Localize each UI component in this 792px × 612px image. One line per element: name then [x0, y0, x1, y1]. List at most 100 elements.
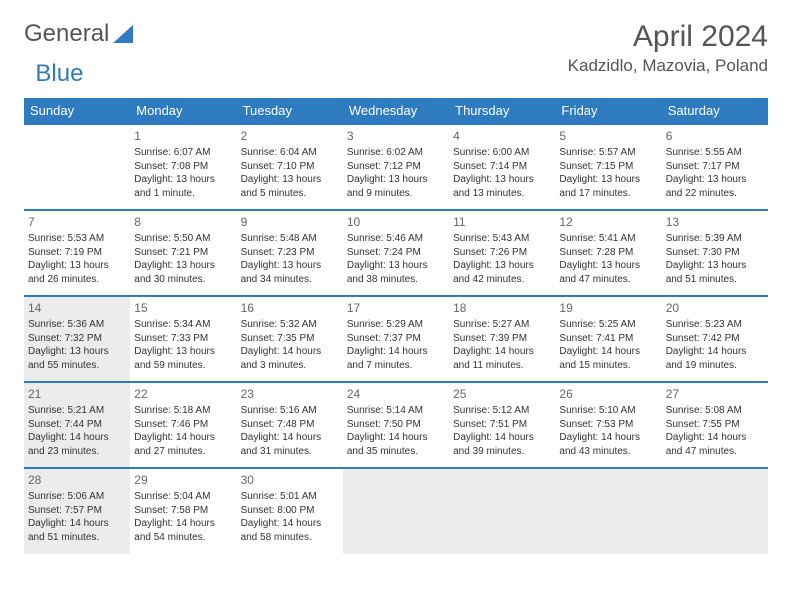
sunrise-text: Sunrise: 5:36 AM — [28, 318, 126, 332]
calendar-day: 3Sunrise: 6:02 AMSunset: 7:12 PMDaylight… — [343, 124, 449, 210]
calendar-day: 2Sunrise: 6:04 AMSunset: 7:10 PMDaylight… — [237, 124, 343, 210]
day-number: 21 — [28, 386, 126, 402]
sunset-text: Sunset: 7:51 PM — [453, 418, 551, 432]
day-header: Friday — [555, 98, 661, 124]
calendar-day: 14Sunrise: 5:36 AMSunset: 7:32 PMDayligh… — [24, 296, 130, 382]
daylight-text: Daylight: 14 hours and 7 minutes. — [347, 345, 445, 372]
calendar-body: 1Sunrise: 6:07 AMSunset: 7:08 PMDaylight… — [24, 124, 768, 554]
day-number: 22 — [134, 386, 232, 402]
day-header-row: SundayMondayTuesdayWednesdayThursdayFrid… — [24, 98, 768, 124]
day-number: 27 — [666, 386, 764, 402]
calendar-empty — [449, 468, 555, 554]
day-number: 6 — [666, 128, 764, 144]
calendar-day: 24Sunrise: 5:14 AMSunset: 7:50 PMDayligh… — [343, 382, 449, 468]
sunrise-text: Sunrise: 6:00 AM — [453, 146, 551, 160]
sunrise-text: Sunrise: 6:07 AM — [134, 146, 232, 160]
calendar-day: 16 Sunrise: 5:32 AMSunset: 7:35 PMDayligh… — [237, 296, 343, 382]
sunrise-text: Sunrise: 5:53 AM — [28, 232, 126, 246]
calendar-day: 13Sunrise: 5:39 AMSunset: 7:30 PMDayligh… — [662, 210, 768, 296]
sunset-text: Sunset: 7:44 PM — [28, 418, 126, 432]
sunrise-text: Sunrise: 6:02 AM — [347, 146, 445, 160]
day-number: 20 — [666, 300, 764, 316]
day-number: 3 — [347, 128, 445, 144]
sunset-text: Sunset: 7:24 PM — [347, 246, 445, 260]
calendar-day: 26Sunrise: 5:10 AMSunset: 7:53 PMDayligh… — [555, 382, 661, 468]
sunset-text: Sunset: 7:33 PM — [134, 332, 232, 346]
sunrise-text: Sunrise: 5:41 AM — [559, 232, 657, 246]
day-number: 4 — [453, 128, 551, 144]
sunset-text: Sunset: 7:57 PM — [28, 504, 126, 518]
calendar-day: 30Sunrise: 5:01 AMSunset: 8:00 PMDayligh… — [237, 468, 343, 554]
daylight-text: Daylight: 13 hours and 51 minutes. — [666, 259, 764, 286]
calendar-table: SundayMondayTuesdayWednesdayThursdayFrid… — [24, 98, 768, 554]
day-number: 18 — [453, 300, 551, 316]
day-number: 13 — [666, 214, 764, 230]
daylight-text: Daylight: 13 hours and 13 minutes. — [453, 173, 551, 200]
calendar-day: 27 Sunrise: 5:08 AMSunset: 7:55 PMDayligh… — [662, 382, 768, 468]
daylight-text: Daylight: 13 hours and 42 minutes. — [453, 259, 551, 286]
calendar-day: 4Sunrise: 6:00 AMSunset: 7:14 PMDaylight… — [449, 124, 555, 210]
day-number: 24 — [347, 386, 445, 402]
sunset-text: Sunset: 7:12 PM — [347, 160, 445, 174]
day-number: 10 — [347, 214, 445, 230]
sunrise-text: Sunrise: 5:32 AM — [241, 318, 339, 332]
sunrise-text: Sunrise: 5:25 AM — [559, 318, 657, 332]
sunrise-text: Sunrise: 5:12 AM — [453, 404, 551, 418]
daylight-text: Daylight: 14 hours and 54 minutes. — [134, 517, 232, 544]
day-number: 9 — [241, 214, 339, 230]
sunrise-text: Sunrise: 5:18 AM — [134, 404, 232, 418]
sunset-text: Sunset: 7:19 PM — [28, 246, 126, 260]
daylight-text: Daylight: 14 hours and 39 minutes. — [453, 431, 551, 458]
daylight-text: Daylight: 14 hours and 47 minutes. — [666, 431, 764, 458]
sunset-text: Sunset: 7:26 PM — [453, 246, 551, 260]
brand-part1: General — [24, 20, 109, 48]
day-number: 30 — [241, 472, 339, 488]
sunrise-text: Sunrise: 5:14 AM — [347, 404, 445, 418]
sunrise-text: Sunrise: 5:50 AM — [134, 232, 232, 246]
calendar-empty — [24, 124, 130, 210]
calendar-page: General April 2024 Kadzidlo, Mazovia, Po… — [0, 0, 792, 574]
sunrise-text: Sunrise: 5:10 AM — [559, 404, 657, 418]
calendar-empty — [343, 468, 449, 554]
sunset-text: Sunset: 7:58 PM — [134, 504, 232, 518]
day-number: 29 — [134, 472, 232, 488]
day-number: 25 — [453, 386, 551, 402]
day-number: 5 — [559, 128, 657, 144]
day-number: 19 — [559, 300, 657, 316]
sunset-text: Sunset: 7:55 PM — [666, 418, 764, 432]
calendar-day: 9Sunrise: 5:48 AMSunset: 7:23 PMDaylight… — [237, 210, 343, 296]
sunset-text: Sunset: 7:35 PM — [241, 332, 339, 346]
daylight-text: Daylight: 13 hours and 17 minutes. — [559, 173, 657, 200]
daylight-text: Daylight: 14 hours and 3 minutes. — [241, 345, 339, 372]
sunset-text: Sunset: 7:53 PM — [559, 418, 657, 432]
sunrise-text: Sunrise: 5:01 AM — [241, 490, 339, 504]
day-number: 12 — [559, 214, 657, 230]
day-header: Saturday — [662, 98, 768, 124]
day-number: 2 — [241, 128, 339, 144]
daylight-text: Daylight: 14 hours and 19 minutes. — [666, 345, 764, 372]
day-number: 8 — [134, 214, 232, 230]
calendar-day: 20Sunrise: 5:23 AMSunset: 7:42 PMDayligh… — [662, 296, 768, 382]
calendar-day: 1Sunrise: 6:07 AMSunset: 7:08 PMDaylight… — [130, 124, 236, 210]
daylight-text: Daylight: 13 hours and 30 minutes. — [134, 259, 232, 286]
sunrise-text: Sunrise: 5:08 AM — [666, 404, 764, 418]
sunrise-text: Sunrise: 5:55 AM — [666, 146, 764, 160]
daylight-text: Daylight: 13 hours and 59 minutes. — [134, 345, 232, 372]
daylight-text: Daylight: 13 hours and 47 minutes. — [559, 259, 657, 286]
daylight-text: Daylight: 14 hours and 27 minutes. — [134, 431, 232, 458]
daylight-text: Daylight: 14 hours and 35 minutes. — [347, 431, 445, 458]
daylight-text: Daylight: 14 hours and 11 minutes. — [453, 345, 551, 372]
calendar-week: 14Sunrise: 5:36 AMSunset: 7:32 PMDayligh… — [24, 296, 768, 382]
calendar-day: 7Sunrise: 5:53 AMSunset: 7:19 PMDaylight… — [24, 210, 130, 296]
calendar-day: 28Sunrise: 5:06 AMSunset: 7:57 PMDayligh… — [24, 468, 130, 554]
sunset-text: Sunset: 7:15 PM — [559, 160, 657, 174]
day-number: 16 — [241, 300, 339, 316]
sunrise-text: Sunrise: 5:27 AM — [453, 318, 551, 332]
calendar-day: 15Sunrise: 5:34 AMSunset: 7:33 PMDayligh… — [130, 296, 236, 382]
sunrise-text: Sunrise: 5:21 AM — [28, 404, 126, 418]
location-subtitle: Kadzidlo, Mazovia, Poland — [568, 56, 768, 76]
calendar-week: 7Sunrise: 5:53 AMSunset: 7:19 PMDaylight… — [24, 210, 768, 296]
brand-part2: Blue — [35, 60, 83, 88]
calendar-day: 21Sunrise: 5:21 AMSunset: 7:44 PMDayligh… — [24, 382, 130, 468]
calendar-day: 23Sunrise: 5:16 AMSunset: 7:48 PMDayligh… — [237, 382, 343, 468]
